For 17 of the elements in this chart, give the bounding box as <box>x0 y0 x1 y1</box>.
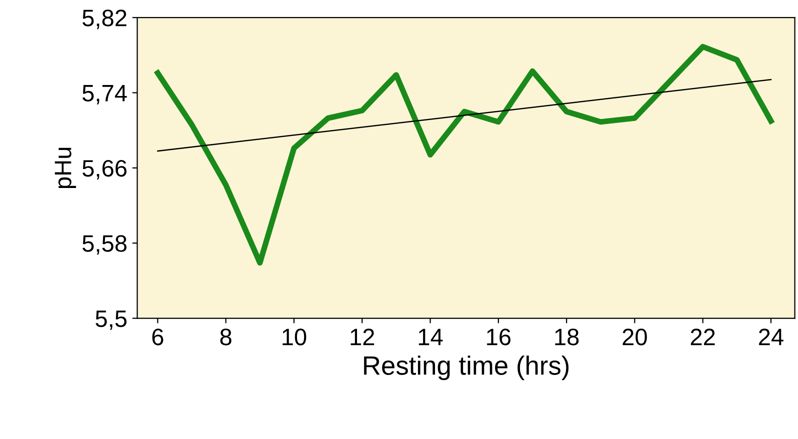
x-tick-label: 18 <box>555 328 579 346</box>
y-tick-label: 5,66 <box>82 160 126 180</box>
x-tick-label: 22 <box>690 328 715 346</box>
x-tick-label: 24 <box>759 328 784 346</box>
y-tick-label: 5,5 <box>96 310 127 330</box>
y-tick-label: 5,58 <box>82 235 127 255</box>
x-tick-label: 14 <box>418 328 443 346</box>
x-tick-label: 16 <box>487 328 510 346</box>
x-axis-title: Resting time (hrs) <box>364 356 569 380</box>
y-tick-label: 5,74 <box>82 85 127 104</box>
x-tick-label: 8 <box>220 328 232 346</box>
x-tick-label: 6 <box>152 328 164 346</box>
x-tick-label: 10 <box>282 328 306 346</box>
x-tick-label: 12 <box>350 328 374 346</box>
x-tick-label: 20 <box>622 328 647 346</box>
y-tick-label: 5,82 <box>82 10 126 30</box>
y-axis-title: pHu <box>54 148 76 188</box>
